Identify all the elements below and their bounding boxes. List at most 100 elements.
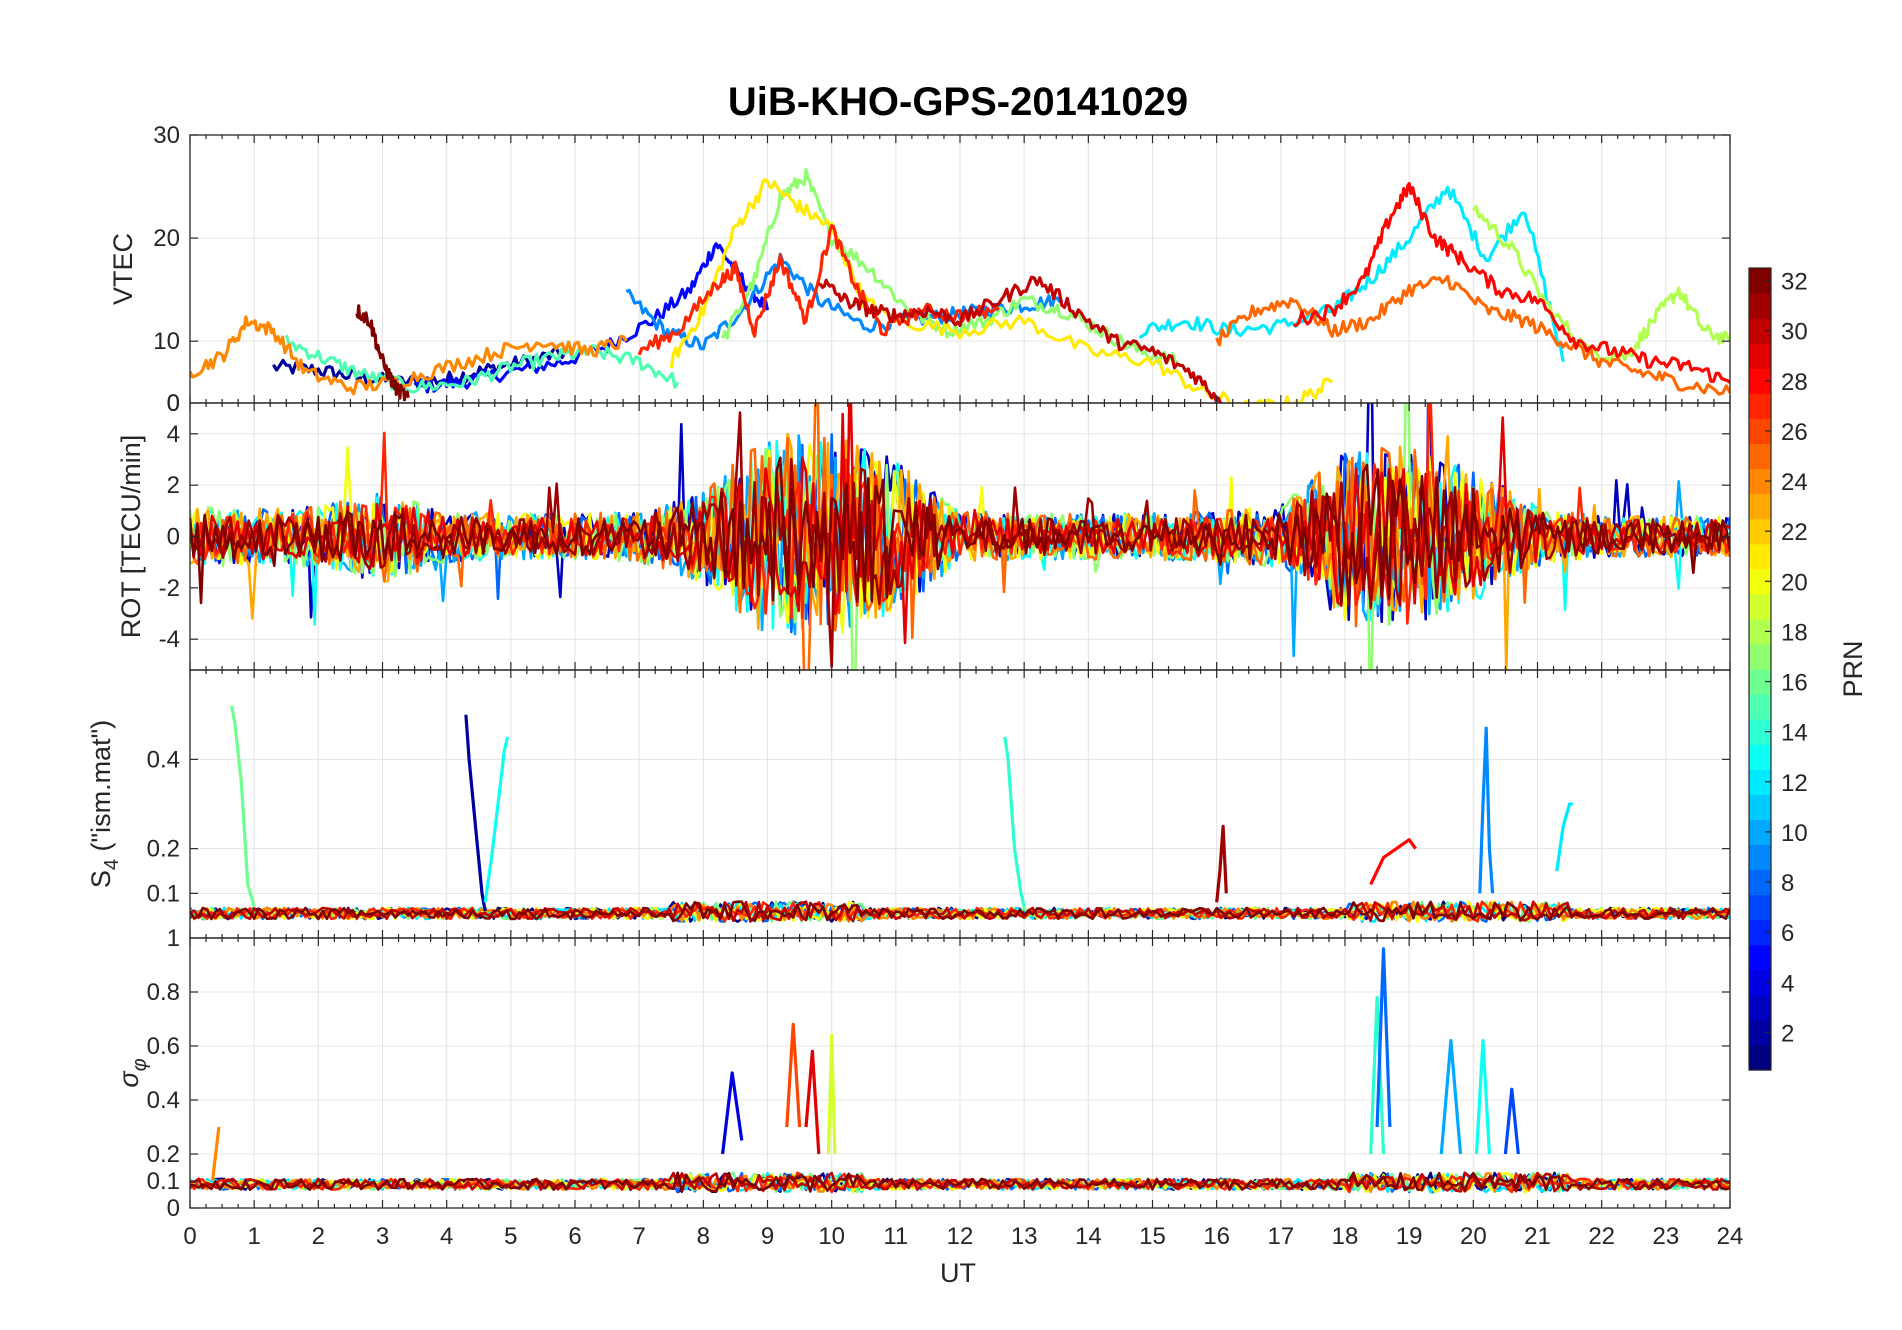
colorbar-tick-label: 10 [1781,820,1808,847]
x-tick-label: 0 [183,1223,196,1250]
panel-ticks [189,938,1731,1209]
colorbar-swatch [1749,1044,1771,1071]
colorbar-swatch [1749,719,1771,745]
chart-title: UiB-KHO-GPS-20141029 [728,80,1188,124]
y-tick-label: 10 [153,328,180,355]
sigma-spike-prn-8 [1375,947,1392,1128]
vtec-line-prn-21 [669,178,1334,403]
y-tick-label: -2 [159,575,180,602]
sigma-line-prn-32 [190,1171,1730,1193]
s4-spike-prn-28 [1369,838,1417,886]
colorbar-swatch [1749,443,1771,470]
colorbar-swatch [1749,819,1771,846]
vtec-line-prn-27 [637,224,1000,356]
sigma-spike-prn-10 [1439,1038,1463,1155]
colorbar-swatch [1749,694,1771,720]
sigma-spike-prn-4 [721,1071,744,1155]
colorbar-tick-label: 24 [1781,469,1808,496]
y-tick-label: 0.2 [147,836,180,863]
y-axis-label-rest: ("ism.mat") [86,720,116,859]
x-tick-label: 4 [440,1223,453,1250]
colorbar-tick-label: 20 [1781,569,1808,596]
colorbar-swatch [1749,343,1771,369]
colorbar-tick-label: 8 [1781,870,1794,897]
sigma-spike-prn-26 [785,1022,802,1128]
colorbar-swatch [1749,293,1771,319]
y-tick-label: 1 [167,925,180,952]
sigma-spike-prn-19 [826,1033,837,1155]
panel-grid [189,670,1731,938]
panel-lines [190,167,1730,403]
colorbar-swatch [1749,368,1771,394]
colorbar-swatch [1749,969,1771,996]
colorbar-swatch [1749,1019,1771,1046]
x-tick-label: 16 [1203,1223,1230,1250]
colorbar-swatch [1749,543,1771,570]
s4-spike-prn-16 [230,705,256,908]
colorbar-swatch [1749,568,1771,595]
x-tick-label: 15 [1139,1223,1166,1250]
sigma-spike-prn-24 [210,1126,221,1182]
panel-grid [189,938,1731,1209]
x-tick-label: 11 [883,1223,908,1250]
colorbar-swatch [1749,268,1771,294]
s4-spike-prn-12 [1555,802,1573,872]
panel-ticks [189,134,1731,403]
y-tick-label: 0.2 [147,1141,180,1168]
panel-lines [190,705,1730,924]
vtec-line-prn-17 [721,167,1179,365]
x-axis-label: UT [940,1258,976,1288]
colorbar-label: PRN [1838,640,1868,697]
x-tick-label: 13 [1011,1223,1038,1250]
sigma-spike-prn-14 [1369,995,1386,1155]
y-tick-label: 2 [167,472,180,499]
colorbar-tick-label: 16 [1781,670,1808,697]
colorbar-swatch [1749,593,1771,620]
y-tick-label: 0 [167,524,180,551]
x-tick-label: 17 [1267,1223,1294,1250]
colorbar-swatch [1749,919,1771,946]
colorbar-swatch [1749,769,1771,795]
y-axis-label: σφ [114,1058,151,1087]
x-tick-label: 23 [1652,1223,1679,1250]
panel-sigma: 00.10.2 0.4 0.6 0.8 σφ [114,937,1731,1222]
colorbar-swatch [1749,894,1771,921]
x-tick-label: 14 [1075,1223,1102,1250]
colorbar-tick-label: 18 [1781,619,1808,646]
colorbar-tick-label: 28 [1781,369,1808,396]
y-tick-label: 0 [167,1195,180,1222]
sigma-spike-prn-7 [1503,1087,1520,1155]
colorbar-swatch [1749,393,1771,419]
colorbar-swatch [1749,869,1771,896]
x-tick-label: 6 [568,1223,581,1250]
x-tick-label: 1 [247,1223,260,1250]
y-tick-label: 0.6 [147,1033,180,1060]
vtec-line-prn-24 [190,315,628,396]
colorbar-swatch [1749,468,1771,495]
panel-rot: -4 -2 0 2 4 0 ROT [TECU/min] [116,390,1731,671]
s4-spike-prn-14 [1003,736,1026,908]
y-axis-label-sub: 4 [101,859,123,870]
s4-spike-prn-9 [1478,726,1495,894]
sigma-spike-prn-13 [1474,1038,1491,1155]
y-tick-label: 0.1 [147,1168,180,1195]
x-tick-label: 21 [1524,1223,1551,1250]
colorbar-tick-label: 22 [1781,519,1808,546]
s4-line-prn-32 [190,900,1730,923]
colorbar-tick-label: 12 [1781,770,1808,797]
vtec-line-prn-28 [1293,182,1730,384]
s4-spike-prn-13 [483,736,510,903]
colorbar-tick-label: 6 [1781,920,1794,947]
x-tick-label: 18 [1332,1223,1359,1250]
panel-vtec: 10 20 30 0 VTEC [108,122,1731,417]
sigma-line-prn-30 [190,1171,1730,1193]
sigma-spike-prn-29 [804,1049,821,1155]
colorbar-swatch [1749,418,1771,445]
vtec-line-prn-32 [355,304,410,402]
colorbar-swatch [1749,994,1771,1021]
x-tick-label: 12 [947,1223,974,1250]
colorbar-swatch [1749,618,1771,645]
vtec-line-prn-12 [1138,185,1565,363]
colorbar-tick-label: 26 [1781,419,1808,446]
